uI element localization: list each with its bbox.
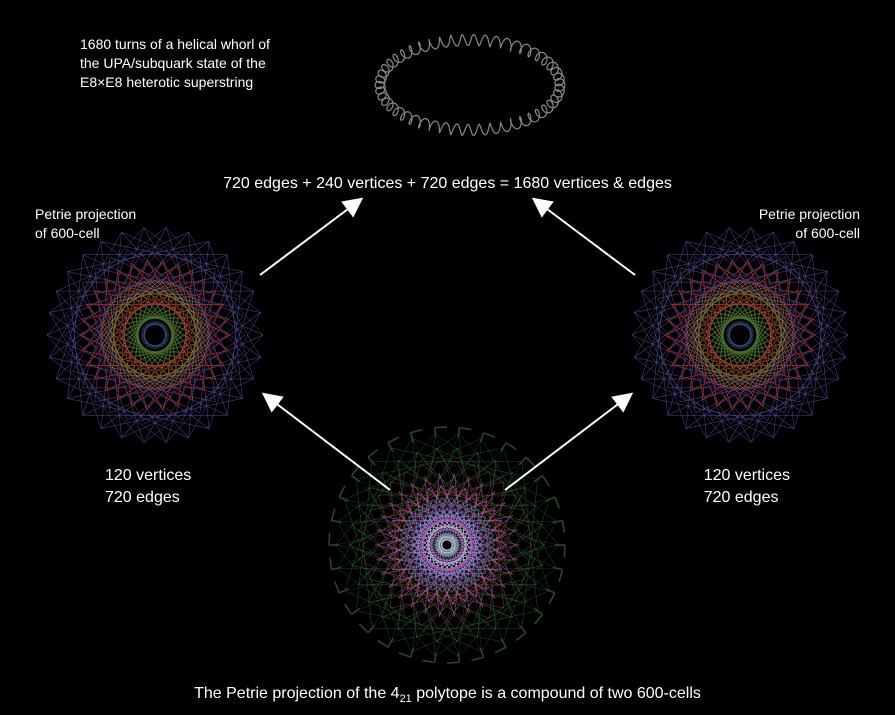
right-counts-l2: 720 edges: [704, 487, 790, 509]
right-counts: 120 vertices 720 edges: [704, 465, 790, 508]
bottom-caption: The Petrie projection of the 421 polytop…: [0, 685, 895, 705]
left-counts-l1: 120 vertices: [105, 465, 191, 487]
left-counts-l2: 720 edges: [105, 487, 191, 509]
bottom-caption-post: polytope is a compound of two 600-cells: [412, 685, 701, 702]
bottom-caption-sub: 21: [400, 693, 412, 705]
left-counts: 120 vertices 720 edges: [105, 465, 191, 508]
arrows: [0, 0, 895, 715]
right-counts-l1: 120 vertices: [704, 465, 790, 487]
bottom-caption-pre: The Petrie projection of the 4: [194, 685, 399, 702]
